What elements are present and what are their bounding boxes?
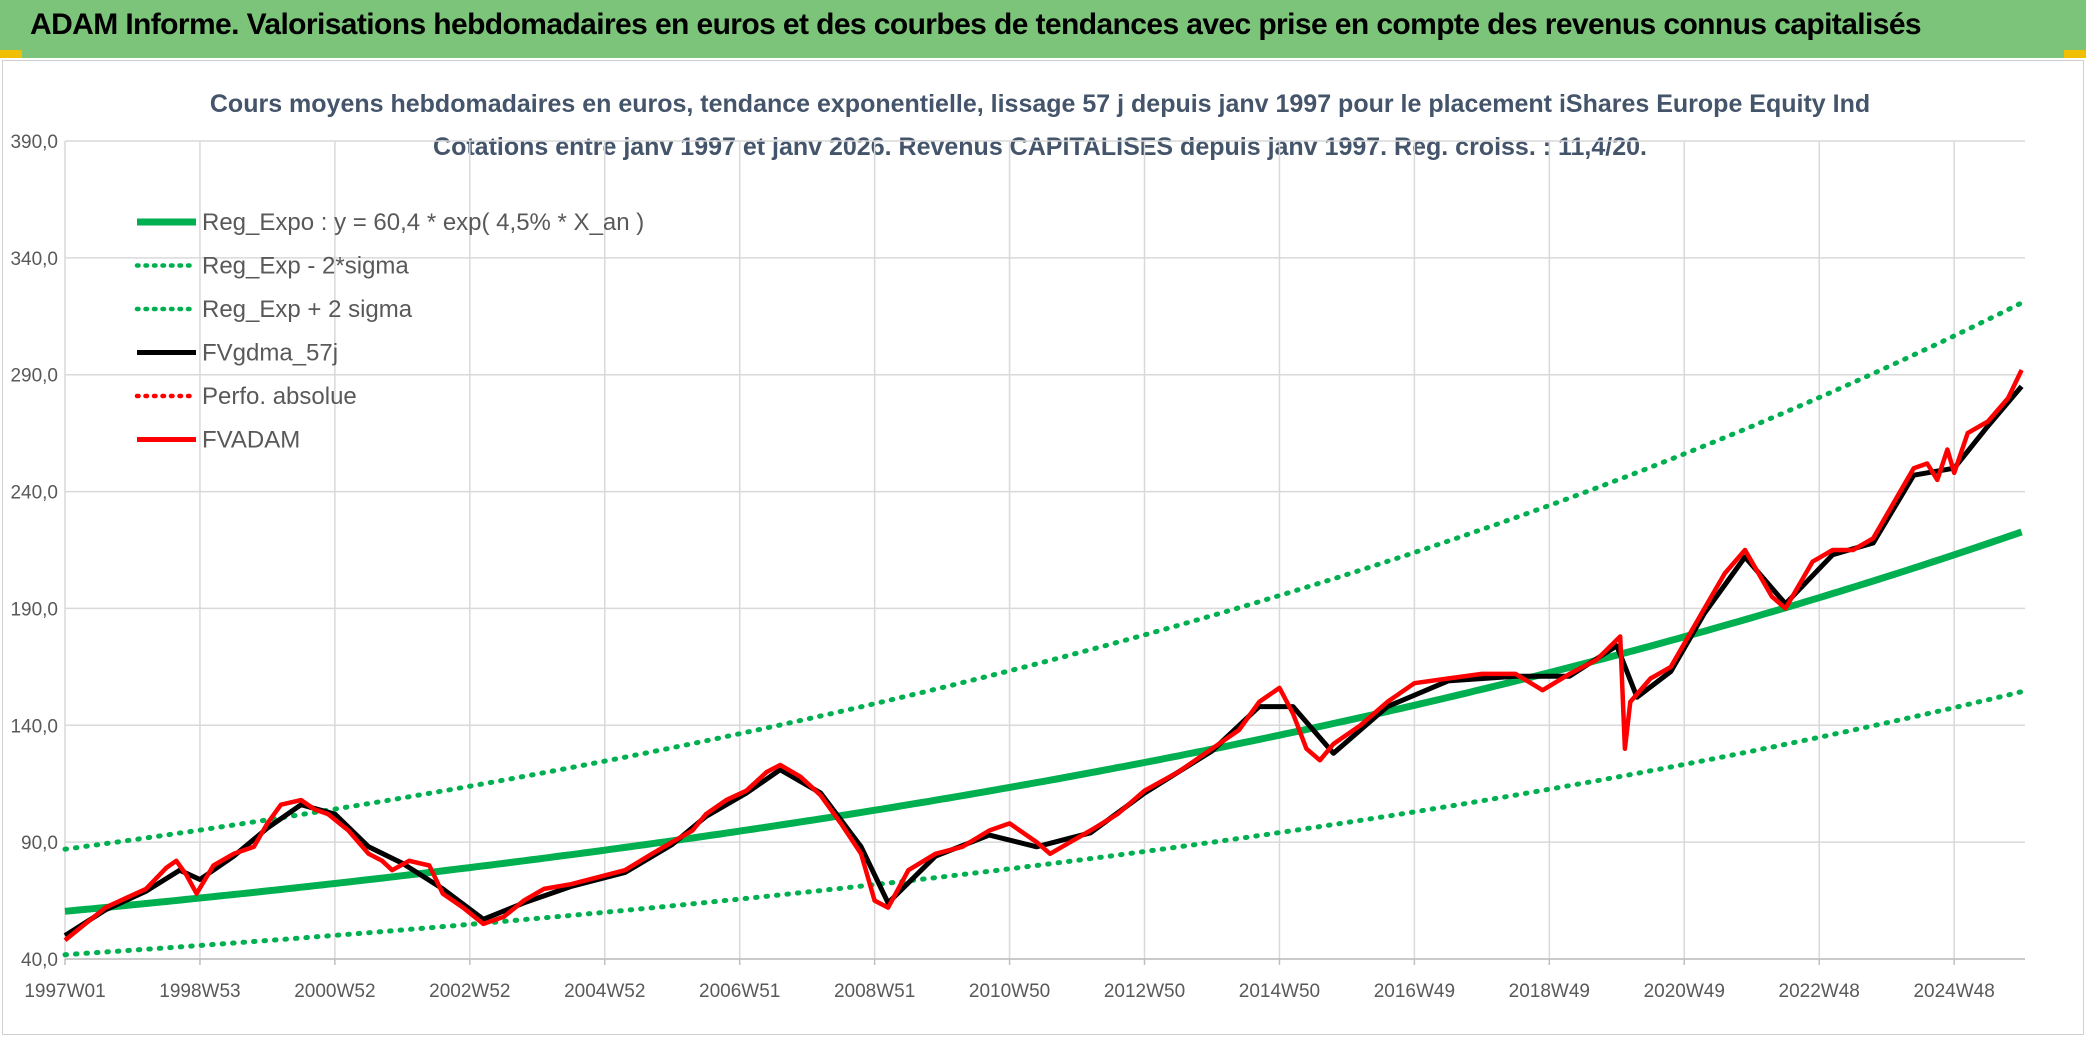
header-corner-right [2064,50,2086,58]
y-tick-label-5: 140,0 [10,716,58,737]
chart-frame [2,60,2084,1035]
series-reg-expo [64,528,2023,915]
series-fvadam [63,369,2024,943]
x-tick-label-6: 2008W51 [834,981,915,1002]
legend-label-4: Perfo. absolue [202,383,357,410]
chart-title-line2: Cotations entre janv 1997 et janv 2026. … [433,133,1647,161]
y-tick-label-2: 290,0 [10,366,58,387]
x-tick-label-3: 2002W52 [429,981,510,1002]
x-tick-label-4: 2004W52 [564,981,645,1002]
x-tick-label-14: 2024W48 [1913,981,1994,1002]
x-tick-label-1: 1998W53 [159,981,240,1002]
y-tick-label-4: 190,0 [10,599,58,620]
y-tick-label-0: 390,0 [10,132,58,153]
y-tick-label-1: 340,0 [10,249,58,270]
series-reg-exp-plus-2-sigma [62,300,2025,852]
page-title: ADAM Informe. Valorisations hebdomadaire… [30,8,1922,41]
chart-series-layer [62,300,2025,958]
x-tick-label-10: 2016W49 [1374,981,1455,1002]
y-tick-label-7: 40,0 [21,950,58,971]
header-corner-left [0,50,22,58]
y-axis: 390,0 340,0 290,0 240,0 190,0 140,0 90,0 40,0 [10,132,58,971]
x-tick-label-13: 2022W48 [1779,981,1860,1002]
legend-label-3: FVgdma_57j [202,340,338,367]
x-axis: 1997W01 1998W53 2000W52 2002W52 2004W52 2006W… [24,959,1995,1002]
x-tick-label-5: 2006W51 [699,981,780,1002]
x-tick-label-8: 2012W50 [1104,981,1185,1002]
chart-title-line1: Cours moyens hebdomadaires en euros, ten… [210,90,1870,118]
x-tick-label-12: 2020W49 [1644,981,1725,1002]
header-bar: ADAM Informe. Valorisations hebdomadaire… [0,0,2086,58]
x-tick-label-2: 2000W52 [294,981,375,1002]
x-tick-label-7: 2010W50 [969,981,1050,1002]
chart-grid [64,140,2025,960]
y-tick-label-6: 90,0 [21,833,58,854]
legend-label-0: Reg_Expo : y = 60,4 * exp( 4,5% * X_an ) [202,209,644,236]
legend-label-2: Reg_Exp + 2 sigma [202,296,413,323]
legend-label-1: Reg_Exp - 2*sigma [202,253,409,280]
x-tick-label-9: 2014W50 [1239,981,1320,1002]
x-tick-label-11: 2018W49 [1509,981,1590,1002]
legend-label-5: FVADAM [202,427,300,454]
y-tick-label-3: 240,0 [10,483,58,504]
legend: Reg_Expo : y = 60,4 * exp( 4,5% * X_an )… [134,209,644,454]
series-reg-exp-minus-2-sigma [62,689,2025,958]
x-tick-label-0: 1997W01 [24,981,105,1002]
